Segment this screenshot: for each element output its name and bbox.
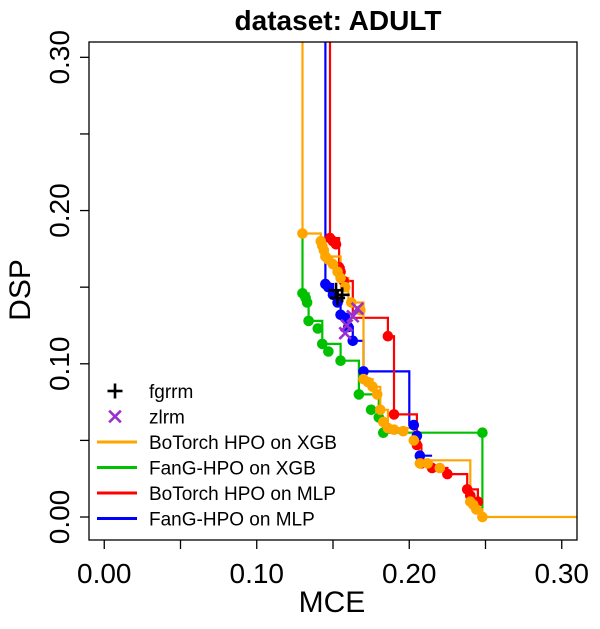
x-tick-label: 0.20 (382, 558, 437, 589)
data-point-fang-hpo-on-xgb (317, 338, 328, 350)
data-point-botorch-hpo-on-mlp (388, 409, 400, 420)
data-point-botorch-hpo-on-xgb (367, 381, 378, 393)
data-point-fang-hpo-on-xgb (301, 297, 313, 308)
data-point-botorch-hpo-on-xgb (327, 258, 339, 270)
data-point-fang-hpo-on-mlp (408, 419, 420, 431)
data-point-botorch-hpo-on-xgb (471, 504, 482, 515)
data-point-botorch-hpo-on-mlp (330, 239, 342, 250)
data-point-fang-hpo-on-xgb (323, 346, 334, 357)
marker-zlrm (338, 326, 352, 340)
data-point-fang-hpo-on-xgb (477, 427, 488, 439)
legend: fgrrm zlrm BoTorch HPO on XGB FanG-HPO on X… (97, 382, 337, 531)
x-axis-label: MCE (299, 586, 366, 619)
x-tick-label: 0.10 (230, 558, 285, 589)
legend-entry: BoTorch HPO on XGB (97, 433, 337, 454)
y-tick-label: 0.30 (44, 30, 75, 85)
data-point-fang-hpo-on-xgb (353, 389, 365, 400)
data-point-botorch-hpo-on-xgb (422, 458, 433, 469)
y-tick-label: 0.00 (44, 490, 75, 545)
legend-entry: fgrrm (107, 382, 193, 403)
legend-entry: BoTorch HPO on MLP (97, 484, 336, 505)
data-point-botorch-hpo-on-xgb (408, 435, 420, 446)
data-point-botorch-hpo-on-xgb (375, 404, 386, 416)
x-tick-label: 0.00 (77, 558, 132, 589)
data-point-fang-hpo-on-xgb (335, 355, 346, 367)
marker-zlrm (350, 301, 365, 316)
y-axis-label: DSP (4, 259, 37, 321)
data-point-fang-hpo-on-xgb (312, 323, 324, 334)
marker-zlrm (346, 309, 360, 324)
legend-marker-zlrm (108, 409, 122, 424)
data-point-fang-hpo-on-xgb (303, 315, 314, 327)
data-point-botorch-hpo-on-xgb (434, 462, 446, 474)
chart-title: dataset: ADULT (235, 5, 442, 36)
legend-entry: zlrm (108, 408, 185, 429)
legend-label: fgrrm (149, 382, 193, 403)
marker-fgrrm (334, 287, 350, 303)
x-tick-label: 0.30 (535, 558, 590, 589)
y-tick-label: 0.20 (44, 183, 75, 238)
legend-label: FanG-HPO on XGB (149, 459, 316, 480)
data-point-botorch-hpo-on-xgb (477, 511, 488, 523)
legend-entry: FanG-HPO on XGB (97, 459, 316, 480)
legend-label: BoTorch HPO on MLP (149, 484, 336, 505)
data-point-fang-hpo-on-xgb (365, 404, 377, 416)
y-tick-label: 0.10 (44, 337, 75, 392)
data-point-botorch-hpo-on-xgb (414, 458, 426, 469)
axis-layer: 0.00 0.10 0.20 0.30 0.00 0.10 0.20 0.30 (44, 30, 589, 589)
legend-label: BoTorch HPO on XGB (149, 433, 337, 454)
data-point-botorch-hpo-on-xgb (397, 425, 409, 437)
legend-label: FanG-HPO on MLP (149, 510, 315, 531)
data-point-fang-hpo-on-mlp (358, 366, 369, 377)
data-point-botorch-hpo-on-mlp (382, 330, 394, 342)
data-point-botorch-hpo-on-xgb (388, 424, 400, 436)
data-point-botorch-hpo-on-mlp (442, 468, 453, 480)
legend-label: zlrm (149, 408, 185, 429)
marker-layer (328, 282, 365, 340)
legend-entry: FanG-HPO on MLP (97, 510, 315, 531)
data-point-botorch-hpo-on-xgb (297, 228, 308, 239)
data-point-botorch-hpo-on-xgb (371, 389, 383, 400)
data-point-botorch-hpo-on-xgb (335, 272, 346, 284)
legend-marker-fgrrm (107, 383, 123, 399)
